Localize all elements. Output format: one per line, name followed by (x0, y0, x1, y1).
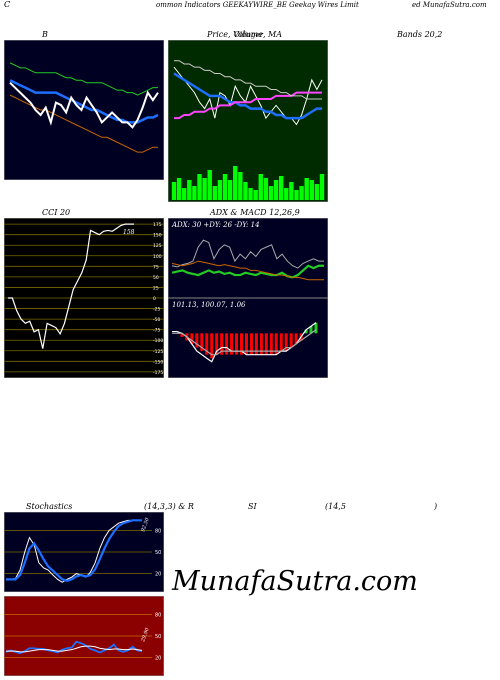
volume-bar (258, 174, 263, 200)
cci-tick-label: 25 (153, 285, 159, 291)
volume-bar (304, 178, 309, 200)
stoch-panel: 80 50 20 92.50 (4, 512, 164, 592)
volume-bar (314, 184, 320, 200)
volume-bar (182, 188, 187, 200)
cci-tick-label: 100 (153, 254, 162, 260)
volume-bar (238, 172, 243, 200)
macd-title: 101.13, 100.07, 1.06 (172, 301, 246, 309)
bands-right-title: Bands 20,2 (397, 30, 443, 39)
rsi-tick-label: 20 (155, 656, 161, 662)
stoch-tick-label: 20 (155, 572, 161, 578)
bollinger-close-line (9, 82, 159, 129)
cci-tick-label: -25 (153, 307, 160, 313)
volume-bar (233, 166, 238, 200)
volume-bar (227, 180, 233, 200)
price-bg (168, 40, 328, 202)
stoch-tick-label: 80 (155, 528, 161, 534)
price-ma-mid-line (174, 91, 322, 120)
price-ma-short-line (173, 72, 322, 120)
volume-bar (207, 170, 212, 200)
cci-tick-label: -100 (153, 338, 163, 344)
cci-tick-label: -75 (153, 328, 160, 334)
volume-bar (273, 180, 279, 200)
cci-tick-label: 175 (153, 222, 162, 228)
cci-tick-label: -175 (153, 370, 163, 376)
volume-bar (197, 174, 202, 200)
bollinger-upper-line (9, 62, 158, 96)
cci-tick-label: -125 (153, 349, 163, 355)
volume-bar (263, 178, 269, 200)
rsi-tick-label: 50 (155, 634, 161, 640)
cci-tick-label: 150 (153, 233, 162, 239)
volume-bar (217, 180, 223, 200)
rsi-rsi-line (5, 640, 143, 655)
bollinger-bg (4, 40, 164, 180)
volume-bar (299, 186, 304, 200)
price-overlay-title: Ollinger (234, 31, 263, 39)
volume-bar (192, 186, 197, 200)
brand-watermark: MunafaSutra.com (172, 566, 418, 597)
volume-bar (176, 178, 182, 200)
cci-tick-label: 0 (153, 296, 156, 302)
rsi-tick-label: 80 (155, 612, 161, 618)
volume-bar (284, 188, 289, 200)
cci-tick-label: 125 (153, 243, 162, 249)
volume-bar (289, 182, 294, 200)
header-left-letter: C (4, 0, 11, 9)
volume-bar (243, 182, 248, 200)
stoch-tick-label: 50 (155, 550, 161, 556)
macd-signal-line (172, 329, 317, 356)
rsi-rsi-ma-line (6, 645, 143, 653)
adx-bg (168, 218, 328, 298)
adx-adx-line (171, 239, 324, 269)
adx-di-line (171, 260, 324, 281)
bollinger-panel (4, 40, 164, 180)
volume-bar (248, 188, 253, 200)
rsi-close-title: ) (434, 502, 438, 511)
volume-bar (278, 176, 284, 200)
rsi-mid-title: SI (248, 502, 257, 511)
macd-panel: 101.13, 100.07, 1.06 (168, 298, 328, 378)
header-center-text: ommon Indicators GEEKAYWIRE_BE Geekay Wi… (156, 1, 359, 9)
adx-panel: ADX: 30 +DY: 26 -DY: 14 (168, 218, 328, 298)
price-title: Price, Volume, MA (207, 30, 283, 39)
volume-bar (212, 186, 218, 200)
cci-line (8, 223, 134, 349)
stoch-value-label: 92.50 (140, 516, 151, 532)
cci-value-label: 158 (123, 229, 135, 236)
cci-tick-label: 50 (153, 275, 159, 281)
rsi-value-label: 29.90 (140, 626, 151, 643)
rsi-panel: 80 50 20 29.90 (4, 596, 164, 676)
rsi-params-title: (14,5 (325, 502, 346, 511)
cci-tick-label: -150 (153, 359, 163, 365)
stoch-k-line (6, 519, 142, 583)
volume-bar (222, 174, 228, 200)
price-panel (168, 40, 328, 202)
header-right-text: ed MunafaSutra.com (412, 1, 487, 9)
volume-bar (319, 174, 325, 200)
price-ma-long-line (174, 60, 322, 100)
volume-bar (171, 182, 177, 200)
adx-title: ADX: 30 +DY: 26 -DY: 14 (171, 221, 260, 229)
price-close-line (173, 66, 323, 126)
volume-bar (253, 190, 258, 200)
volume-bar (309, 180, 314, 200)
bands-left-title: B (42, 30, 48, 39)
cci-title: CCI 20 (42, 208, 71, 217)
cci-panel: 175 150 125 100 75 50 25 0 -25 -50 -75 -100 -125 -150… (4, 218, 164, 378)
volume-bar (268, 186, 274, 200)
cci-tick-label: 75 (153, 264, 159, 270)
stoch-d-line (6, 519, 142, 582)
volume-bar (187, 180, 192, 200)
cci-tick-label: -50 (153, 317, 160, 323)
stoch-left-title: Stochastics (26, 502, 73, 511)
stoch-mid-title: (14,3,3) & R (144, 502, 194, 511)
volume-bar (294, 190, 299, 200)
adx-macd-title: ADX & MACD 12,26,9 (210, 208, 300, 217)
volume-bar (202, 178, 207, 200)
adx-di-line (171, 264, 324, 279)
